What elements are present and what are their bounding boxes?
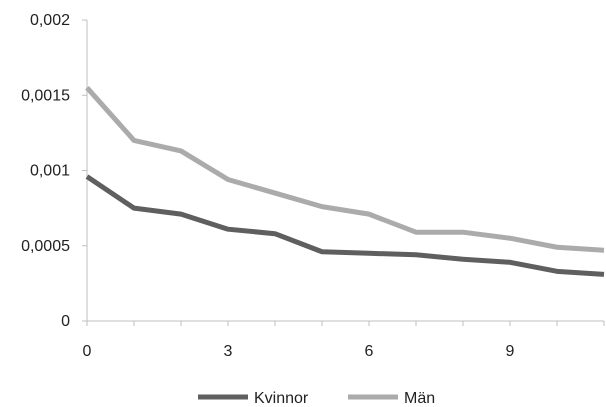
series-line-m-n [85, 86, 605, 253]
y-tick-label: 0,002 [30, 12, 70, 29]
y-tick-label: 0,0015 [21, 87, 70, 104]
legend-item: Kvinnor [198, 390, 309, 407]
y-tick-label: 0,001 [30, 163, 70, 180]
x-tick-label: 0 [83, 343, 92, 360]
legend-label: Män [404, 390, 435, 407]
y-axis-tick-marks [82, 19, 87, 322]
y-axis-tick-labels: 0 0,0005 0,001 0,0015 0,002 [21, 12, 70, 330]
series-lines [85, 86, 605, 277]
series-line-kvinnor [85, 174, 605, 277]
x-axis-tick-marks [86, 321, 605, 326]
x-tick-label: 6 [365, 343, 374, 360]
x-tick-label: 3 [224, 343, 233, 360]
legend-item: Män [348, 390, 435, 407]
y-tick-label: 0 [61, 313, 70, 330]
x-axis-tick-labels: 0 3 6 9 [83, 343, 515, 360]
legend-label: Kvinnor [254, 390, 309, 407]
y-tick-label: 0,0005 [21, 238, 70, 255]
legend: Kvinnor Män [198, 390, 435, 407]
x-tick-label: 9 [506, 343, 515, 360]
